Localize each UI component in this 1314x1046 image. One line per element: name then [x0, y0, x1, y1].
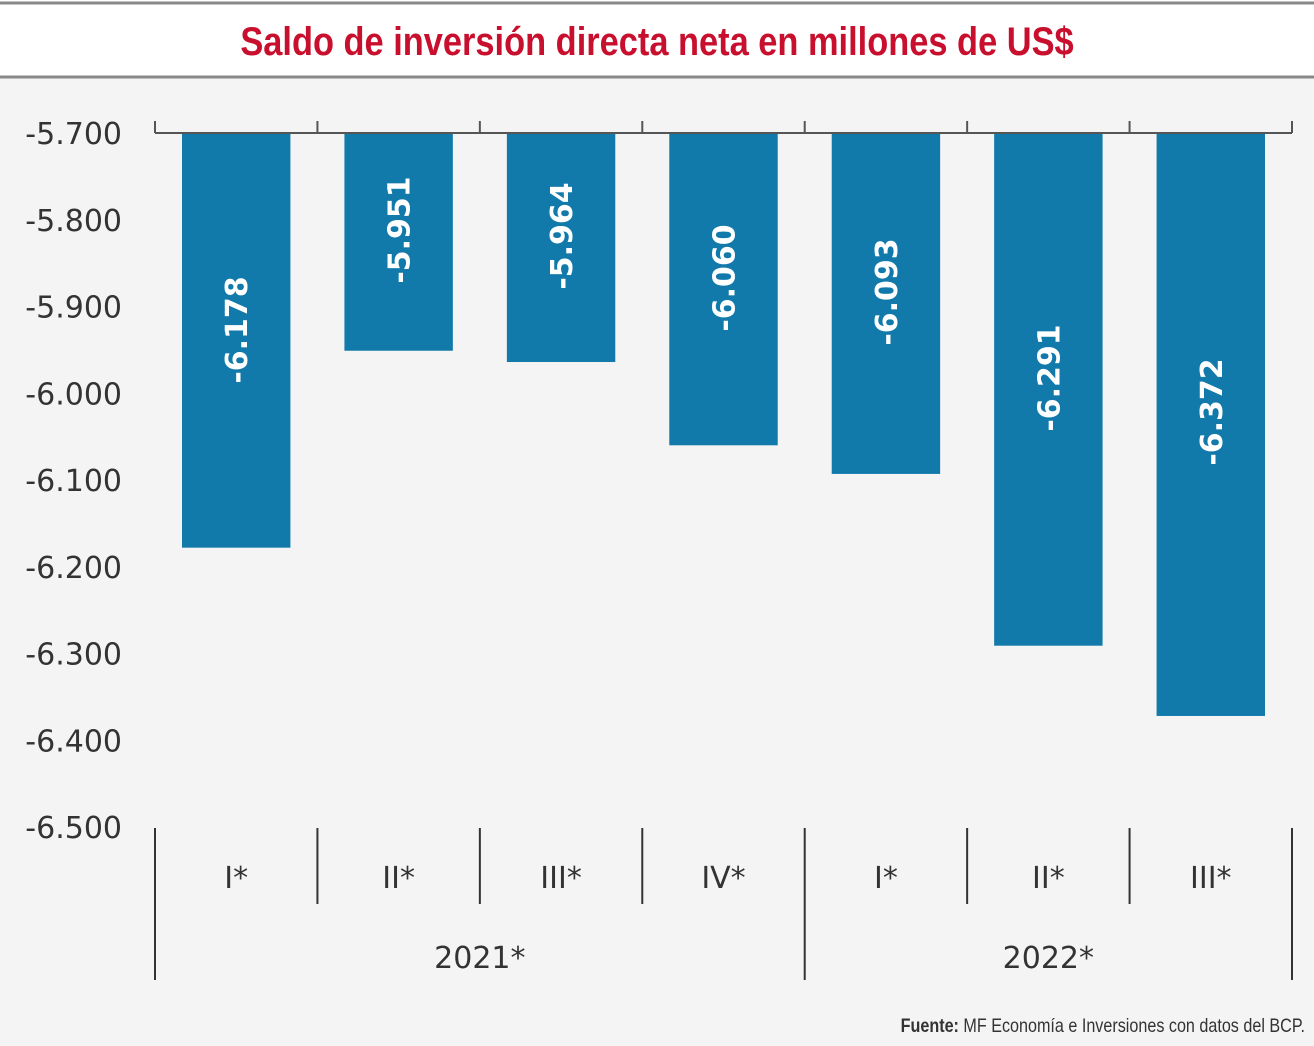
- bar: [669, 134, 778, 446]
- source-note: Fuente: MF Economía e Inversiones con da…: [901, 1015, 1305, 1037]
- category-label: IV*: [701, 861, 745, 896]
- y-tick-label: -6.400: [25, 724, 122, 759]
- category-label: III*: [540, 861, 582, 896]
- data-label: -5.951: [383, 176, 418, 283]
- bar: [831, 134, 941, 474]
- y-tick-label: -6.300: [25, 638, 122, 673]
- data-label: -6.060: [708, 224, 743, 331]
- data-label: -5.964: [545, 182, 580, 289]
- group-label: 2022*: [1003, 941, 1094, 976]
- category-label: III*: [1190, 861, 1232, 896]
- y-tick-label: -6.200: [25, 551, 122, 586]
- data-label: -6.291: [1032, 324, 1067, 431]
- chart-title: Saldo de inversión directa neta en millo…: [240, 19, 1074, 64]
- category-label: II*: [382, 861, 415, 896]
- source-label: Fuente:: [901, 1015, 959, 1037]
- bar: [994, 134, 1103, 646]
- data-label: -6.178: [220, 276, 255, 383]
- bar: [1156, 134, 1265, 716]
- source-text: MF Economía e Inversiones con datos del …: [959, 1015, 1305, 1037]
- category-label: I*: [224, 861, 248, 896]
- y-tick-label: -6.500: [25, 811, 122, 846]
- data-label: -6.093: [870, 238, 905, 345]
- bar: [506, 134, 616, 363]
- y-tick-label: -6.000: [25, 377, 122, 412]
- bar: [182, 134, 291, 548]
- category-label: II*: [1032, 861, 1065, 896]
- data-label: -6.372: [1195, 358, 1230, 465]
- y-tick-label: -5.900: [25, 291, 122, 326]
- category-label: I*: [874, 861, 898, 896]
- y-tick-label: -5.700: [25, 117, 122, 152]
- y-tick-label: -5.800: [25, 204, 122, 239]
- bar: [344, 134, 453, 351]
- y-tick-label: -6.100: [25, 464, 122, 499]
- group-label: 2021*: [434, 941, 525, 976]
